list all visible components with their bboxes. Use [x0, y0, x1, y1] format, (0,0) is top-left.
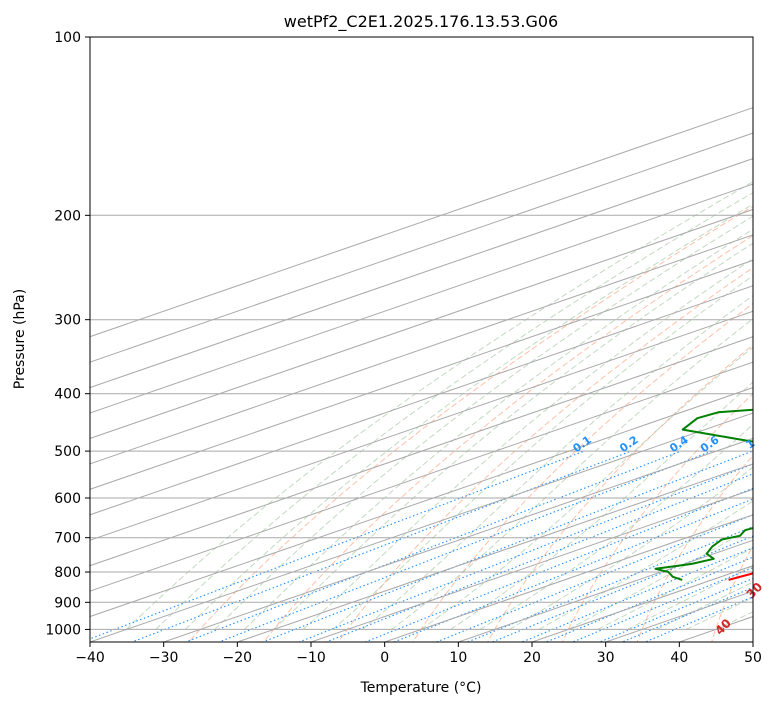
- isotherm-line: [0, 10, 775, 654]
- y-tick-label: 1000: [45, 622, 81, 638]
- y-tick-label: 300: [54, 313, 81, 329]
- dry-adiabat: [254, 37, 775, 654]
- isotherm-line: [0, 10, 775, 654]
- mixing-ratio-line: [155, 451, 681, 654]
- y-tick-label: 100: [54, 30, 81, 46]
- x-tick-label: 40: [670, 650, 688, 666]
- grid-lines: [0, 10, 775, 654]
- y-tick-label: 700: [54, 531, 81, 547]
- y-axis-label: Pressure (hPa): [12, 289, 28, 389]
- isotherm-line: [645, 10, 775, 654]
- mixing-ratio-line: [50, 451, 584, 654]
- isotherm-line: [0, 10, 775, 654]
- isotherm-line: [497, 10, 775, 654]
- isotherm-line: [203, 10, 775, 654]
- mixing-ratio-label: 0.2: [617, 433, 640, 455]
- isotherm-line: [0, 10, 775, 654]
- isotherm-line: [0, 10, 775, 654]
- moist-adiabat: [539, 37, 775, 629]
- moist-adiabat: [716, 37, 775, 629]
- isotherm-line: [424, 10, 775, 654]
- x-tick-label: 30: [597, 650, 615, 666]
- isotherm-line: [0, 10, 775, 654]
- y-tick-label: 400: [54, 387, 81, 403]
- y-tick-label: 900: [54, 595, 81, 611]
- moist-adiabat: [598, 37, 775, 629]
- isotherm-label: 40: [712, 616, 734, 638]
- x-axis-label: Temperature (°C): [360, 680, 482, 696]
- isotherm-label: 30: [744, 580, 766, 602]
- isotherm-line: [0, 10, 775, 654]
- dry-adiabat: [179, 37, 775, 654]
- isotherm-line: [55, 10, 775, 654]
- mixing-ratio-line: [617, 451, 775, 654]
- x-tick-label: −30: [149, 650, 179, 666]
- mixing-ratio-line: [594, 451, 775, 654]
- moist-adiabat: [333, 37, 775, 629]
- background-lines: [50, 37, 775, 654]
- isotherm-line: [0, 10, 775, 654]
- moist-adiabat: [244, 37, 775, 629]
- y-tick-label: 200: [54, 208, 81, 224]
- mixing-ratio-label: 0.4: [667, 433, 691, 455]
- x-tick-label: −40: [75, 650, 105, 666]
- x-tick-label: −10: [296, 650, 326, 666]
- chart-title: wetPf2_C2E1.2025.176.13.53.G06: [284, 12, 558, 32]
- mixing-ratio-line: [101, 451, 631, 654]
- x-tick-label: 10: [449, 650, 467, 666]
- x-tick-label: −20: [223, 650, 253, 666]
- x-tick-label: 50: [744, 650, 762, 666]
- x-tick-label: 20: [523, 650, 541, 666]
- y-tick-label: 500: [54, 444, 81, 460]
- x-tick-label: 0: [380, 650, 389, 666]
- isotherm-line: [0, 10, 775, 654]
- moist-adiabat: [362, 37, 775, 629]
- isotherm-line: [0, 10, 775, 654]
- moist-adiabat: [303, 37, 775, 629]
- isotherm-line: [0, 10, 775, 654]
- moist-adiabat: [657, 37, 775, 629]
- isotherm-line: [0, 10, 775, 654]
- plot-frame: [90, 37, 753, 642]
- mixing-ratio-label: 1: [744, 437, 758, 452]
- dry-adiabat: [557, 37, 775, 654]
- y-tick-label: 600: [54, 491, 81, 507]
- moist-adiabat: [568, 37, 775, 629]
- isotherm-line: [571, 10, 775, 654]
- dry-adiabat: [481, 37, 775, 654]
- moist-adiabat: [480, 37, 775, 629]
- y-tick-label: 800: [54, 565, 81, 581]
- isotherm-line: [129, 10, 775, 654]
